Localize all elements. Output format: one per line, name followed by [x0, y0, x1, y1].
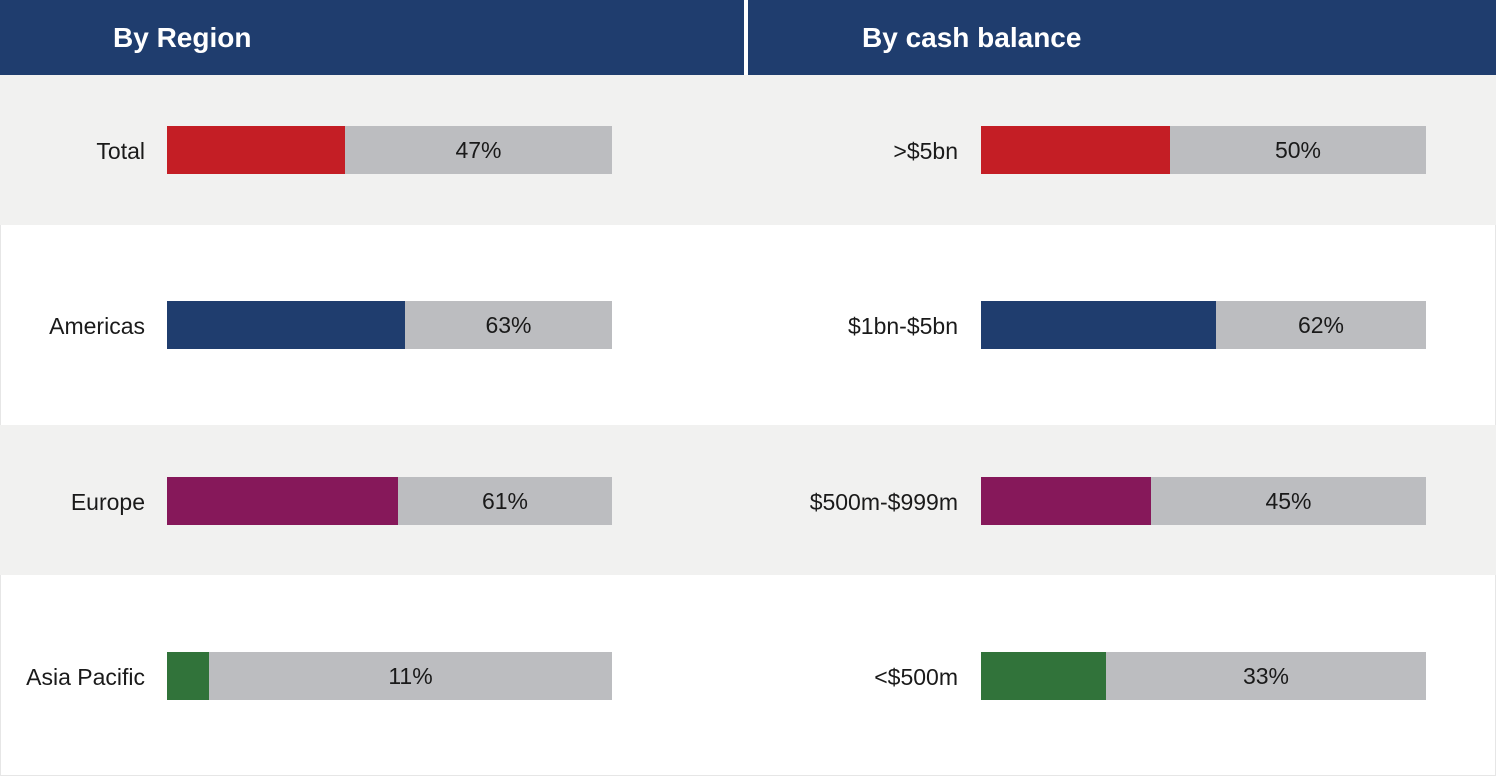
- cash-bar-track: 50%: [981, 126, 1426, 174]
- region-bar-track: 63%: [167, 301, 612, 349]
- region-data-label: 61%: [481, 488, 529, 514]
- cash-bar: [981, 652, 1106, 700]
- region-bar-track: 61%: [167, 477, 612, 525]
- cash-category-label: $500m-$999m: [809, 489, 958, 515]
- cash-balance-chart-title: By cash balance: [748, 0, 1496, 75]
- region-data-label: 11%: [388, 663, 433, 689]
- cash-data-label: 62%: [1297, 312, 1345, 338]
- region-bar: [167, 477, 398, 525]
- region-bar: [167, 126, 345, 174]
- cash-data-label: 45%: [1265, 488, 1312, 514]
- region-data-label: 47%: [455, 137, 502, 163]
- region-chart-title: By Region: [0, 0, 744, 75]
- region-data-label: 63%: [485, 312, 532, 338]
- region-category-label: Europe: [70, 489, 145, 515]
- cash-bar-track: 62%: [981, 301, 1426, 349]
- region-bar: [167, 301, 405, 349]
- cash-bar-track: 45%: [981, 477, 1426, 525]
- cash-bar: [981, 301, 1216, 349]
- cash-bar: [981, 126, 1170, 174]
- cash-category-label: <$500m: [874, 664, 958, 690]
- cash-data-label: 50%: [1274, 137, 1322, 163]
- region-bar: [167, 652, 209, 700]
- region-category-label: Asia Pacific: [26, 664, 145, 690]
- region-bar-track: 11%: [167, 652, 612, 700]
- cash-category-label: $1bn-$5bn: [848, 313, 958, 339]
- cash-category-label: >$5bn: [893, 138, 958, 164]
- cash-data-label: 33%: [1242, 663, 1290, 689]
- region-bar-track: 47%: [167, 126, 612, 174]
- cash-bar-track: 33%: [981, 652, 1426, 700]
- cash-bar: [981, 477, 1151, 525]
- region-category-label: Americas: [49, 313, 145, 339]
- region-category-label: Total: [96, 138, 145, 164]
